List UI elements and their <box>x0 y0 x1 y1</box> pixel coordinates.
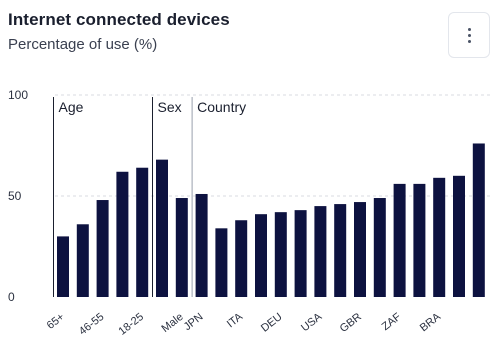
bar[interactable] <box>175 198 188 297</box>
bar[interactable] <box>136 167 149 297</box>
bar[interactable] <box>393 183 406 297</box>
x-tick-label: 65+ <box>45 311 67 332</box>
x-tick-label: USA <box>299 311 325 335</box>
bar[interactable] <box>334 204 347 297</box>
kebab-menu-icon <box>467 27 471 43</box>
bar[interactable] <box>373 198 386 297</box>
bar-layer <box>57 143 485 297</box>
bar[interactable] <box>274 212 287 297</box>
divider-layer <box>53 97 193 297</box>
bar[interactable] <box>76 224 89 297</box>
bar[interactable] <box>57 236 69 297</box>
bar[interactable] <box>294 210 307 297</box>
group-label: Sex <box>158 99 182 115</box>
bar[interactable] <box>215 228 228 297</box>
x-tick-label: BRA <box>418 311 444 335</box>
x-tick-label: GBR <box>338 311 364 335</box>
x-tick-label: 18-25 <box>116 311 146 338</box>
bar[interactable] <box>433 177 446 297</box>
bar[interactable] <box>453 175 465 297</box>
bar[interactable] <box>472 143 485 297</box>
chart-subtitle: Percentage of use (%) <box>8 36 158 53</box>
y-tick-label: 100 <box>8 88 28 102</box>
x-tick-label: DEU <box>259 311 285 335</box>
bar[interactable] <box>235 220 248 297</box>
chart-menu-button[interactable] <box>448 12 490 58</box>
x-tick-label: 46-55 <box>77 311 107 338</box>
bar[interactable] <box>96 200 109 297</box>
bar[interactable] <box>413 183 426 297</box>
group-label: Country <box>197 99 246 115</box>
bar[interactable] <box>156 159 168 297</box>
x-tick-label: ITA <box>225 311 246 331</box>
y-tick-label: 0 <box>8 290 15 304</box>
x-tick-label: JPN <box>182 311 206 333</box>
bar[interactable] <box>255 214 267 297</box>
bar[interactable] <box>314 206 327 297</box>
bar[interactable] <box>195 193 208 297</box>
group-label: Age <box>59 99 84 115</box>
x-tick-label: ZAF <box>380 311 404 333</box>
y-tick-label: 50 <box>8 189 22 203</box>
bar[interactable] <box>116 171 129 297</box>
bar[interactable] <box>354 202 366 297</box>
chart-title: Internet connected devices <box>8 10 230 29</box>
